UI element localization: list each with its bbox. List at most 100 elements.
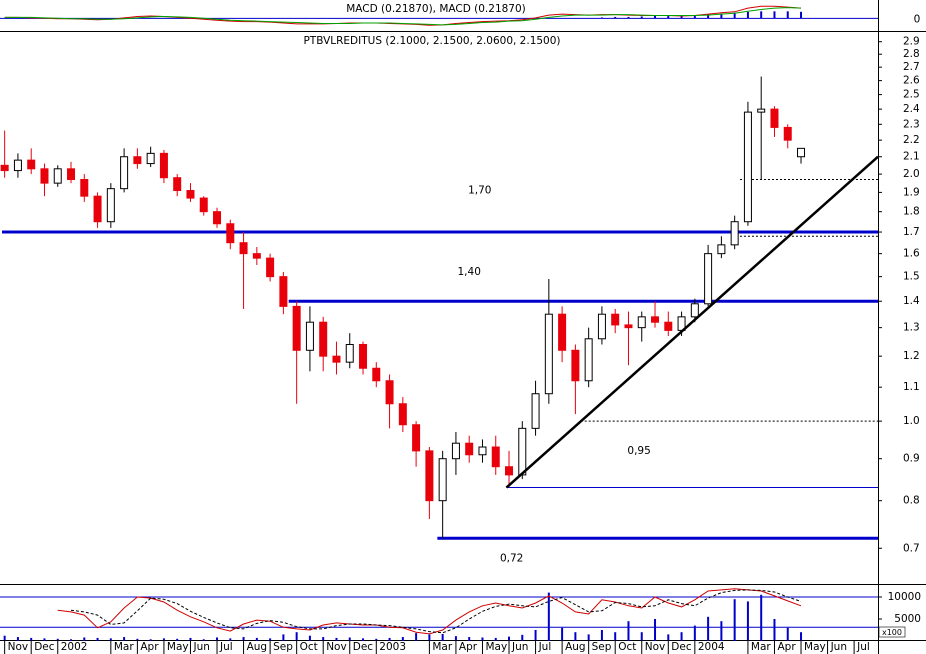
x-tick-label: Jun [192, 641, 209, 653]
candle-body [159, 152, 168, 179]
candle-body [797, 147, 806, 158]
y-tick-label: 0 [914, 13, 921, 25]
candle-body [279, 276, 288, 307]
annotation: 0,72 [500, 553, 523, 565]
candle-body [252, 253, 261, 259]
y-tick-label: 1.0 [903, 415, 920, 427]
trendline [505, 155, 879, 489]
y-tick-label: 1.8 [903, 206, 920, 218]
candle-body [584, 338, 593, 382]
x-tick-label: Aug [565, 641, 586, 653]
y-tick-label: 2.2 [903, 134, 920, 146]
candle-body [359, 343, 368, 369]
candle-body [173, 177, 182, 192]
y-tick-label: 2.9 [903, 36, 920, 48]
candle-body [518, 427, 527, 476]
x-tick-label: Oct [300, 641, 318, 653]
candle-body [704, 253, 713, 305]
candle-body [743, 111, 752, 223]
x-tick-label: Mar [114, 641, 134, 653]
candle-body [398, 403, 407, 426]
candle-body [664, 321, 673, 331]
y-tick-label: 2.3 [903, 118, 920, 130]
candle-body [624, 324, 633, 329]
x-tick-label: Sep [592, 641, 612, 653]
candle-body [27, 159, 36, 170]
candle-body [332, 355, 341, 363]
candle-body [730, 221, 739, 246]
x-tick-label: Sep [273, 641, 293, 653]
y-tick-label: 2.8 [903, 48, 920, 60]
candle-body [292, 305, 301, 351]
x-tick-label: Nov [645, 641, 666, 653]
candle-body [120, 156, 129, 190]
x-tick-label: Apr [459, 641, 478, 653]
candle-body [239, 242, 248, 255]
candle-body [571, 349, 580, 382]
x-tick-label: Dec [671, 641, 692, 653]
y-tick-label: 2.1 [903, 151, 920, 163]
candle-body [425, 450, 434, 502]
x-tick-label: Jul [219, 641, 233, 653]
y-tick-label: 1.4 [903, 295, 920, 307]
candle-body [13, 159, 22, 172]
y-tick-label: 0.8 [903, 495, 920, 507]
candle-body [133, 156, 142, 165]
candle-body [491, 446, 500, 468]
candle-body [478, 446, 487, 456]
candle-body [690, 303, 699, 318]
y-tick-label: 0.9 [903, 453, 920, 465]
candle-body [93, 195, 102, 223]
candle-body [67, 168, 76, 181]
candle-body [53, 168, 62, 184]
unit-box [878, 626, 906, 638]
candle-body [438, 458, 447, 502]
x-tick-label: 2003 [379, 641, 406, 653]
x-tick-label: Mar [432, 641, 452, 653]
candle-body [266, 257, 275, 278]
y-tick-label: 1.1 [903, 381, 920, 393]
candle-body [558, 313, 567, 351]
macd-title: MACD (0.21870), MACD (0.21870) [346, 3, 526, 15]
candle-body [783, 126, 792, 141]
x-tick-label: 2004 [698, 641, 725, 653]
y-tick-label: 10000 [888, 591, 921, 603]
y-tick-label: 5000 [894, 613, 921, 625]
x-tick-label: Aug [247, 641, 268, 653]
oscillator-line [57, 588, 802, 635]
candle-body [319, 321, 328, 357]
candle-body [597, 313, 606, 340]
candle-body [385, 380, 394, 405]
candle-body [0, 164, 9, 172]
candle-body [345, 343, 354, 363]
candle-body [757, 108, 766, 113]
candle-body [611, 313, 620, 326]
candle-body [305, 321, 314, 351]
y-tick-label: 1.5 [903, 271, 920, 283]
x-tick-label: Apr [777, 641, 796, 653]
candle-body [465, 442, 474, 456]
annotation: 1,40 [458, 266, 481, 278]
x-tick-label: May [485, 641, 507, 653]
candle-body [372, 367, 381, 382]
y-tick-label: 2.0 [903, 168, 920, 180]
x-tick-label: Apr [140, 641, 159, 653]
x-tick-label: Dec [353, 641, 374, 653]
candle-body [213, 211, 222, 225]
x-tick-label: May [804, 641, 826, 653]
x-tick-label: 2002 [61, 641, 88, 653]
y-tick-label: 1.7 [903, 226, 920, 238]
x-tick-label: Mar [751, 641, 771, 653]
candle-body [40, 168, 49, 184]
y-tick-label: 0.7 [903, 542, 920, 554]
y-tick-label: 1.9 [903, 186, 920, 198]
y-tick-label: 2.4 [903, 103, 920, 115]
x-tick-label: Dec [34, 641, 55, 653]
candle-body [186, 190, 195, 199]
candle-body [544, 313, 553, 395]
candle-body [80, 179, 89, 197]
candle-body [531, 393, 540, 429]
